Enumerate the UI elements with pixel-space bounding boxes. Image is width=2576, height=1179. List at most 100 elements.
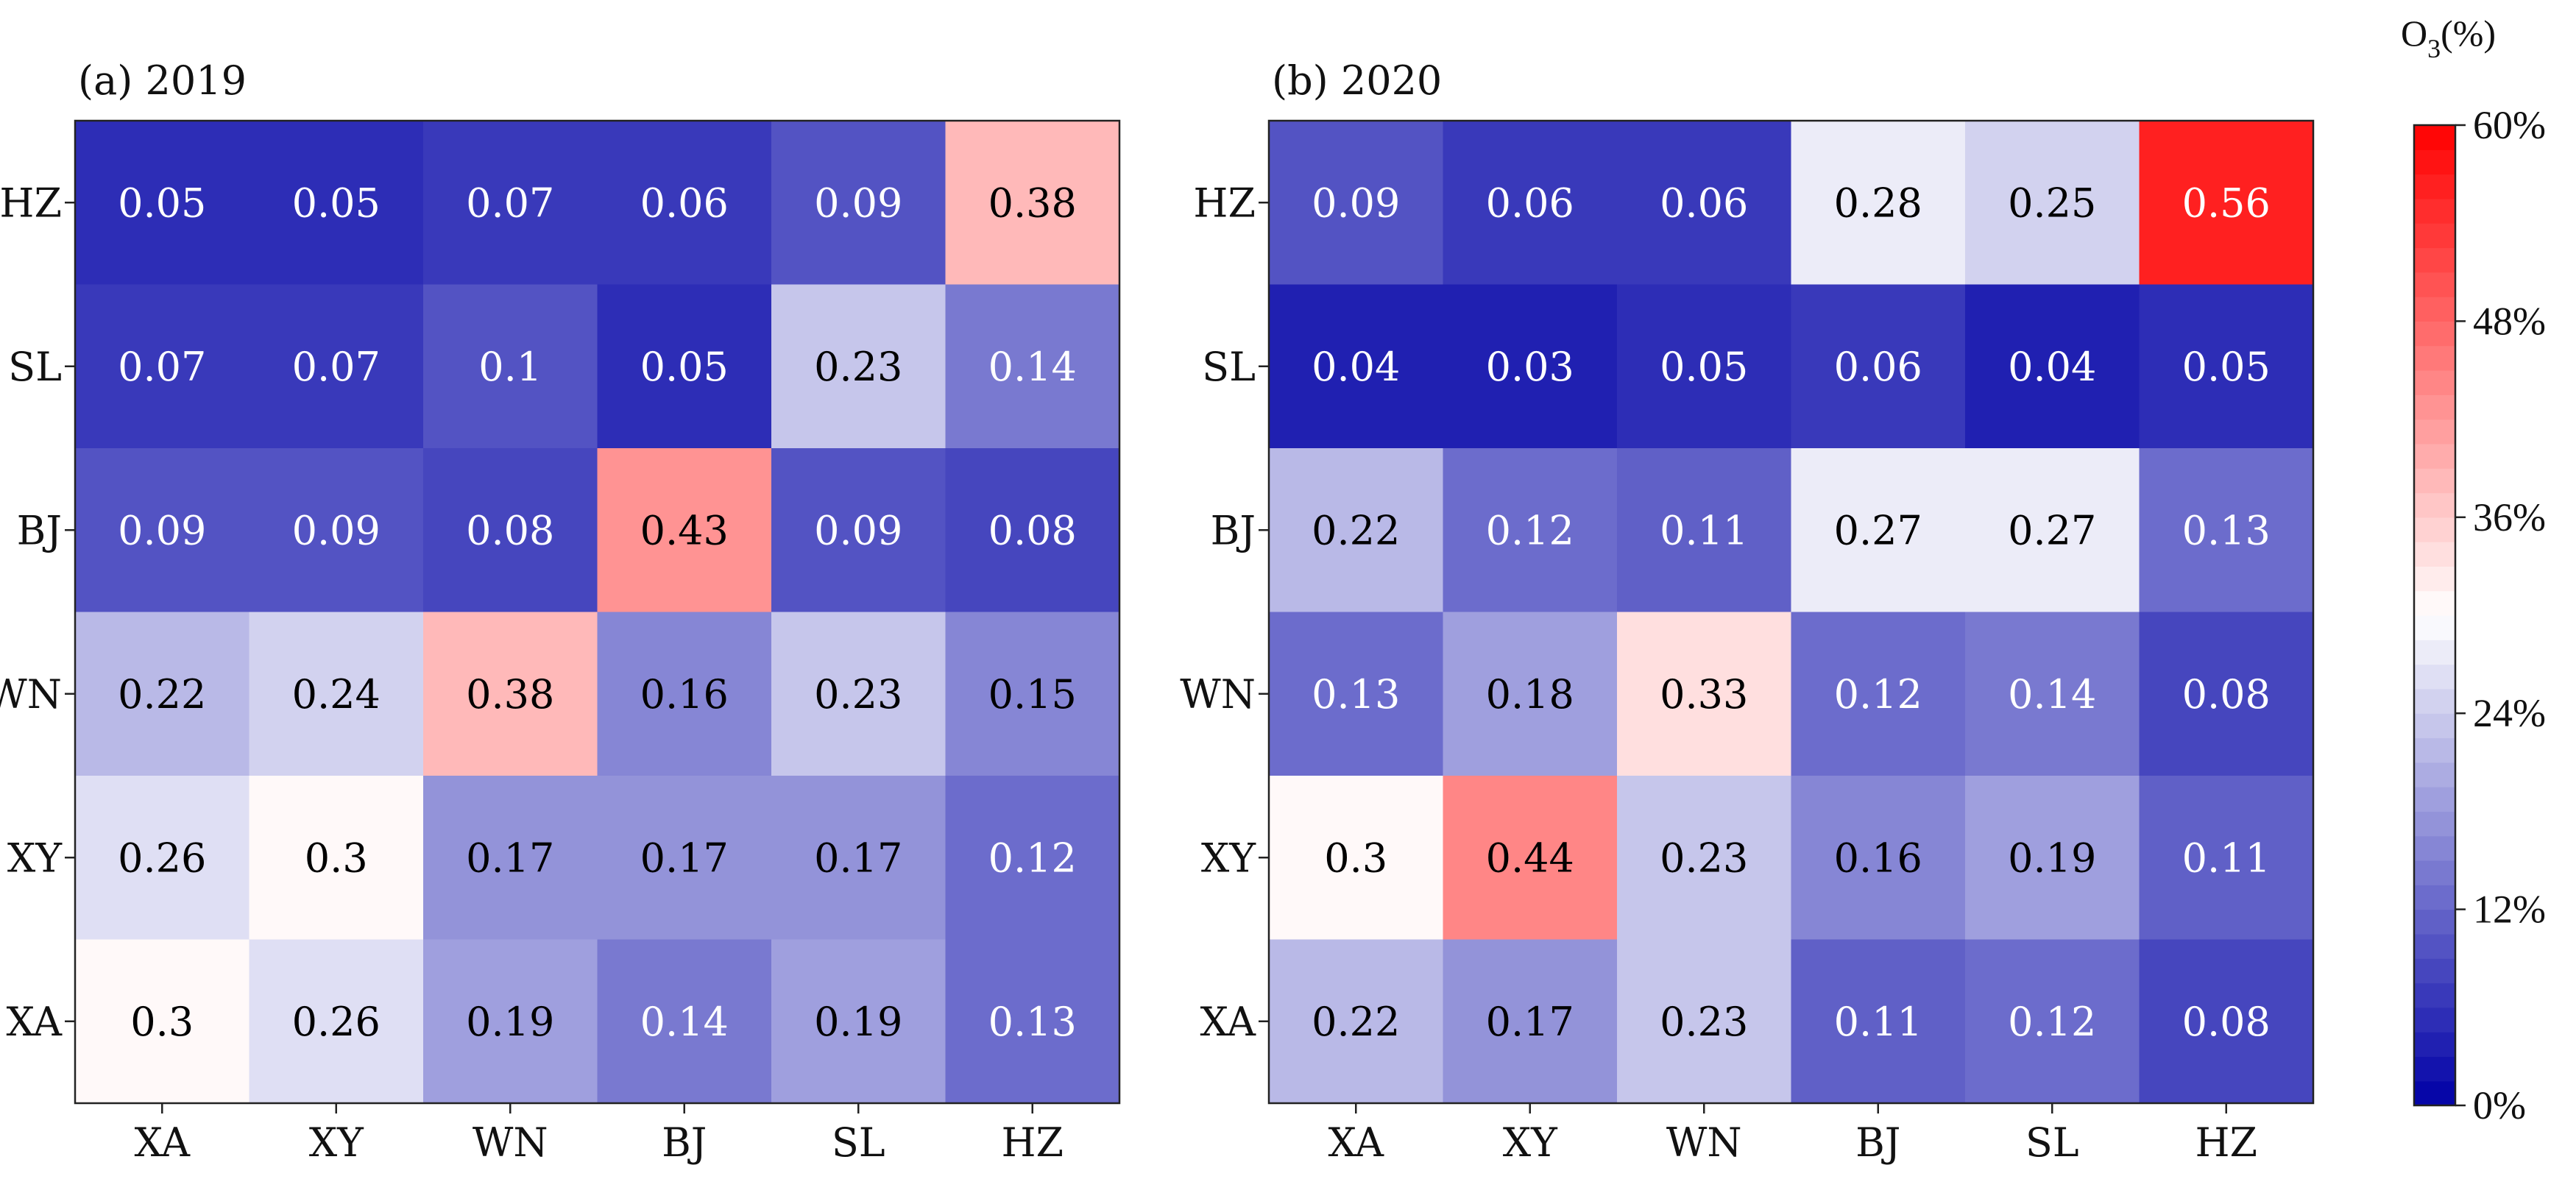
cell-value-label: 0.14 — [2008, 671, 2096, 718]
cell-value-label: 0.09 — [814, 180, 902, 226]
heatmap-cell — [945, 612, 1120, 776]
cell-value-label: 0.09 — [1312, 180, 1400, 226]
panel-2020: 0.09 0.06 0.06 0.28 0.25 0.56 0.04 0.03 0.05 0.06… — [1180, 57, 2315, 1166]
cell-value-label: 0.22 — [1312, 999, 1400, 1045]
heatmap-cell — [1269, 939, 1444, 1104]
x-tick-label: XY — [1503, 1119, 1558, 1166]
cell-value-label: 0.17 — [466, 835, 554, 881]
cell-value-label: 0.08 — [2182, 671, 2271, 718]
cell-value-label: 0.04 — [1312, 344, 1400, 390]
heatmap-cell — [2139, 121, 2314, 286]
cell-value-label: 0.07 — [118, 344, 206, 390]
colorbar-segment — [2414, 223, 2455, 249]
heatmap-cell — [423, 939, 598, 1104]
colorbar-segment — [2414, 394, 2455, 420]
heatmap-cell — [2139, 284, 2314, 449]
cell-value-label: 0.12 — [1486, 507, 1574, 553]
heatmap-cell — [1269, 776, 1444, 941]
heatmap-cell — [249, 612, 424, 776]
colorbar-segment — [2414, 198, 2455, 224]
cell-value-label: 0.12 — [2008, 999, 2096, 1045]
colorbar-tick-label: 0% — [2473, 1083, 2526, 1127]
heatmap-cell — [945, 448, 1120, 613]
cell-value-label: 0.27 — [1834, 507, 1922, 553]
colorbar-segment — [2414, 125, 2455, 150]
heatmap-cell — [249, 939, 424, 1104]
colorbar-segment — [2414, 615, 2455, 640]
y-tick-label: WN — [1180, 671, 1256, 718]
heatmap-cell — [1617, 448, 1792, 613]
cell-value-label: 0.22 — [118, 671, 206, 718]
cell-value-label: 0.09 — [118, 507, 206, 553]
heatmap-cell — [597, 284, 772, 449]
y-tick-label: XY — [7, 835, 63, 881]
colorbar-segment — [2414, 1080, 2455, 1106]
heatmap-cell — [771, 612, 946, 776]
cell-value-label: 0.22 — [1312, 507, 1400, 553]
y-tick-label: SL — [1202, 344, 1256, 390]
colorbar-segment — [2414, 370, 2455, 395]
cell-value-label: 0.3 — [130, 999, 194, 1045]
colorbar-segment — [2414, 419, 2455, 445]
cell-value-label: 0.07 — [466, 180, 554, 226]
colorbar-title-subscript: 3 — [2427, 34, 2441, 63]
heatmap-cell — [597, 612, 772, 776]
colorbar-title-main: O — [2401, 13, 2427, 54]
cell-value-label: 0.19 — [2008, 835, 2096, 881]
heatmap-cell — [2139, 776, 2314, 941]
cell-value-label: 0.05 — [118, 180, 206, 226]
cell-value-label: 0.06 — [1834, 344, 1922, 390]
heatmap-cell — [771, 284, 946, 449]
colorbar-tick-label: 60% — [2473, 103, 2546, 147]
heatmap-cell — [1269, 284, 1444, 449]
x-tick-label: SL — [832, 1119, 885, 1166]
cell-value-label: 0.18 — [1486, 671, 1574, 718]
heatmap-cell — [1443, 776, 1618, 941]
heatmap-cell — [1791, 284, 1966, 449]
cell-value-label: 0.38 — [988, 180, 1077, 226]
colorbar-segment — [2414, 811, 2455, 837]
heatmap-cell — [945, 284, 1120, 449]
heatmap-cell — [249, 284, 424, 449]
heatmap-cell — [423, 612, 598, 776]
heatmap-cell — [423, 284, 598, 449]
cell-value-label: 0.27 — [2008, 507, 2096, 553]
y-tick-label: HZ — [1193, 180, 1256, 226]
cell-value-label: 0.09 — [814, 507, 902, 553]
colorbar-segment — [2414, 737, 2455, 763]
colorbar-title-unit: (%) — [2441, 13, 2496, 54]
cell-value-label: 0.43 — [640, 507, 729, 553]
heatmap-cell — [771, 939, 946, 1104]
colorbar-segment — [2414, 345, 2455, 371]
panel-title: (a) 2019 — [78, 57, 247, 104]
colorbar-segment — [2414, 1032, 2455, 1057]
y-tick-label: XA — [1200, 999, 1256, 1045]
colorbar-segment — [2414, 860, 2455, 885]
heatmap-cell — [1965, 939, 2140, 1104]
cell-value-label: 0.08 — [2182, 999, 2271, 1045]
heatmap-cell — [249, 448, 424, 613]
heatmap-cell — [1965, 121, 2140, 286]
heatmap-cell — [249, 776, 424, 941]
cell-value-label: 0.19 — [466, 999, 554, 1045]
cell-value-label: 0.05 — [1660, 344, 1748, 390]
cell-value-label: 0.12 — [1834, 671, 1922, 718]
colorbar-segment — [2414, 885, 2455, 910]
cell-value-label: 0.16 — [640, 671, 729, 718]
colorbar-segment — [2414, 835, 2455, 861]
x-tick-label: XY — [309, 1119, 364, 1166]
colorbar-segment — [2414, 443, 2455, 469]
x-tick-label: SL — [2025, 1119, 2079, 1166]
heatmap-cell — [1443, 121, 1618, 286]
heatmap-cell — [249, 121, 424, 286]
cell-value-label: 0.13 — [1312, 671, 1400, 718]
colorbar-segment — [2414, 958, 2455, 984]
heatmap-cell — [597, 121, 772, 286]
cell-value-label: 0.11 — [1660, 507, 1748, 553]
heatmap-cell — [75, 121, 250, 286]
heatmap-cell — [2139, 612, 2314, 776]
heatmap-cell — [1965, 284, 2140, 449]
colorbar-frame — [2413, 124, 2457, 1107]
heatmap-cell — [423, 121, 598, 286]
cell-value-label: 0.3 — [1324, 835, 1387, 881]
